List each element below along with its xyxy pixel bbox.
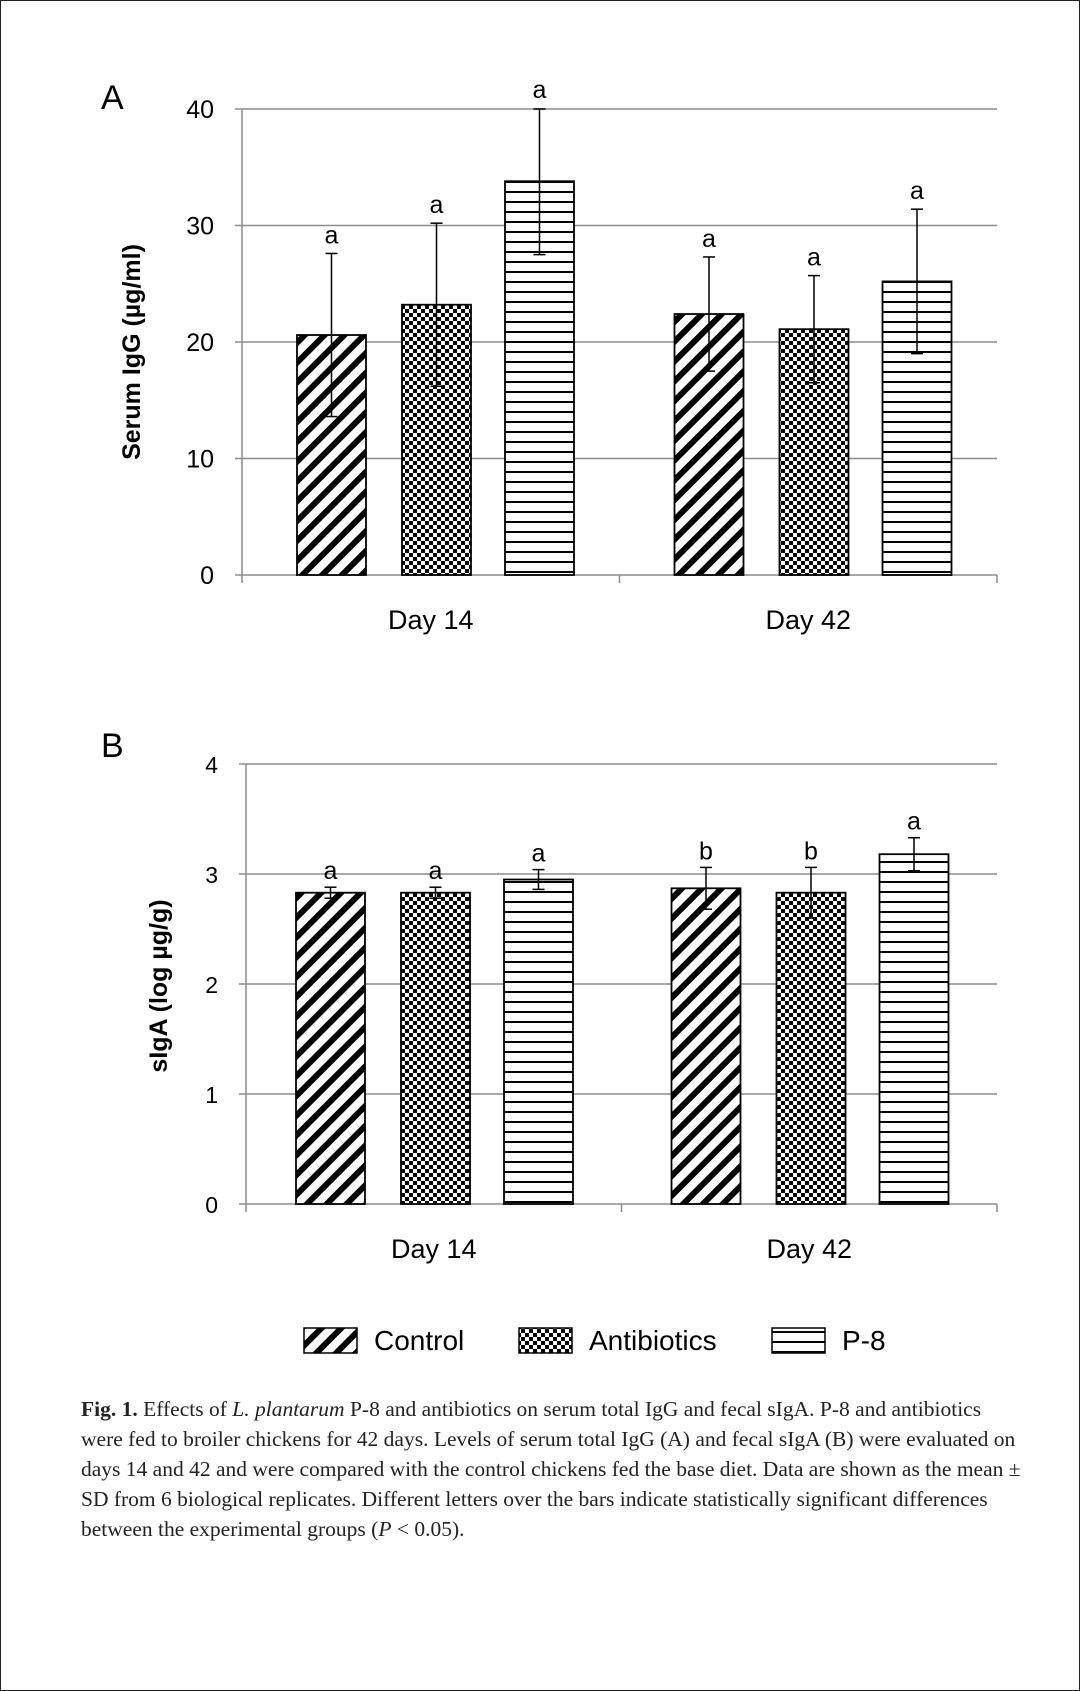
legend-swatch-antibiotics (518, 1327, 573, 1354)
caption-text-1: Effects of (137, 1397, 233, 1421)
legend-label-antibiotics: Antibiotics (589, 1325, 717, 1356)
y-tick-label: 1 (205, 1082, 218, 1108)
y-tick-label: 20 (186, 329, 214, 357)
panel-b-ylabel: sIgA (log µg/g) (145, 899, 173, 1072)
bar-control-b (295, 891, 366, 1205)
caption-p-symbol: P (378, 1517, 392, 1541)
y-tick-label: 4 (205, 752, 218, 778)
caption-fig-label: Fig. 1. (81, 1397, 138, 1421)
figure-caption: Fig. 1. Effects of L. plantarum P-8 and … (81, 1394, 1026, 1544)
panel-b-chart: B sIgA (log µg/g) 0 1 2 3 4 Day 14 a a a Day 42 b b… (101, 727, 998, 1264)
panel-a-plot: 0 10 20 30 40 Day 14 a a a Day 42 a a a (186, 76, 998, 635)
y-tick-label: 10 (186, 446, 214, 474)
y-tick-label: 40 (186, 96, 214, 124)
panel-b-label: B (101, 727, 124, 765)
x-category-label: Day 42 (766, 1234, 852, 1264)
bar-control-b (670, 887, 742, 1205)
significance-letter: b (699, 837, 713, 865)
significance-letter: a (325, 221, 339, 249)
caption-text-2: P-8 and antibiotics on serum total IgG a… (81, 1397, 1021, 1541)
y-tick-label: 0 (200, 562, 214, 590)
significance-letter: a (430, 191, 444, 219)
bar-p8-b (878, 853, 950, 1205)
significance-letter: a (324, 857, 338, 885)
legend-label-p8: P-8 (842, 1325, 886, 1356)
y-tick-label: 3 (205, 862, 218, 888)
legend-label-control: Control (374, 1325, 464, 1356)
y-tick-label: 2 (205, 972, 218, 998)
legend-item-p8: P-8 (771, 1325, 886, 1356)
significance-letter: b (804, 837, 818, 865)
legend-item-control: Control (303, 1325, 464, 1356)
bar-p8-b (503, 878, 574, 1205)
significance-letter: a (907, 808, 921, 836)
panel-b-plot: 0 1 2 3 4 Day 14 a a a Day 42 b b a (205, 752, 998, 1264)
significance-letter: a (807, 244, 821, 272)
panel-a-chart: A Serum IgG (µg/ml) 0 10 20 30 40 Day 14 a a a Da… (101, 76, 998, 635)
caption-species: L. plantarum (232, 1397, 345, 1421)
significance-letter: a (910, 177, 924, 205)
panel-a-label: A (101, 79, 124, 117)
caption-text-3: < 0.05). (391, 1517, 465, 1541)
legend-item-antibiotics: Antibiotics (518, 1325, 717, 1356)
y-tick-label: 30 (186, 213, 214, 241)
significance-letter: a (532, 840, 546, 868)
significance-letter: a (429, 857, 443, 885)
panel-a-ylabel: Serum IgG (µg/ml) (118, 244, 146, 460)
significance-letter: a (702, 225, 716, 253)
legend-swatch-p8 (771, 1327, 826, 1354)
x-category-label: Day 14 (388, 605, 474, 635)
legend-swatch-control (303, 1327, 358, 1354)
x-category-label: Day 14 (391, 1234, 477, 1264)
y-tick-label: 0 (205, 1192, 218, 1218)
x-category-label: Day 42 (765, 605, 851, 635)
bar-antibiotics-b (400, 891, 471, 1205)
bar-antibiotics-b (775, 891, 847, 1205)
significance-letter: a (533, 76, 547, 104)
legend: Control Antibiotics P-8 (303, 1325, 886, 1356)
